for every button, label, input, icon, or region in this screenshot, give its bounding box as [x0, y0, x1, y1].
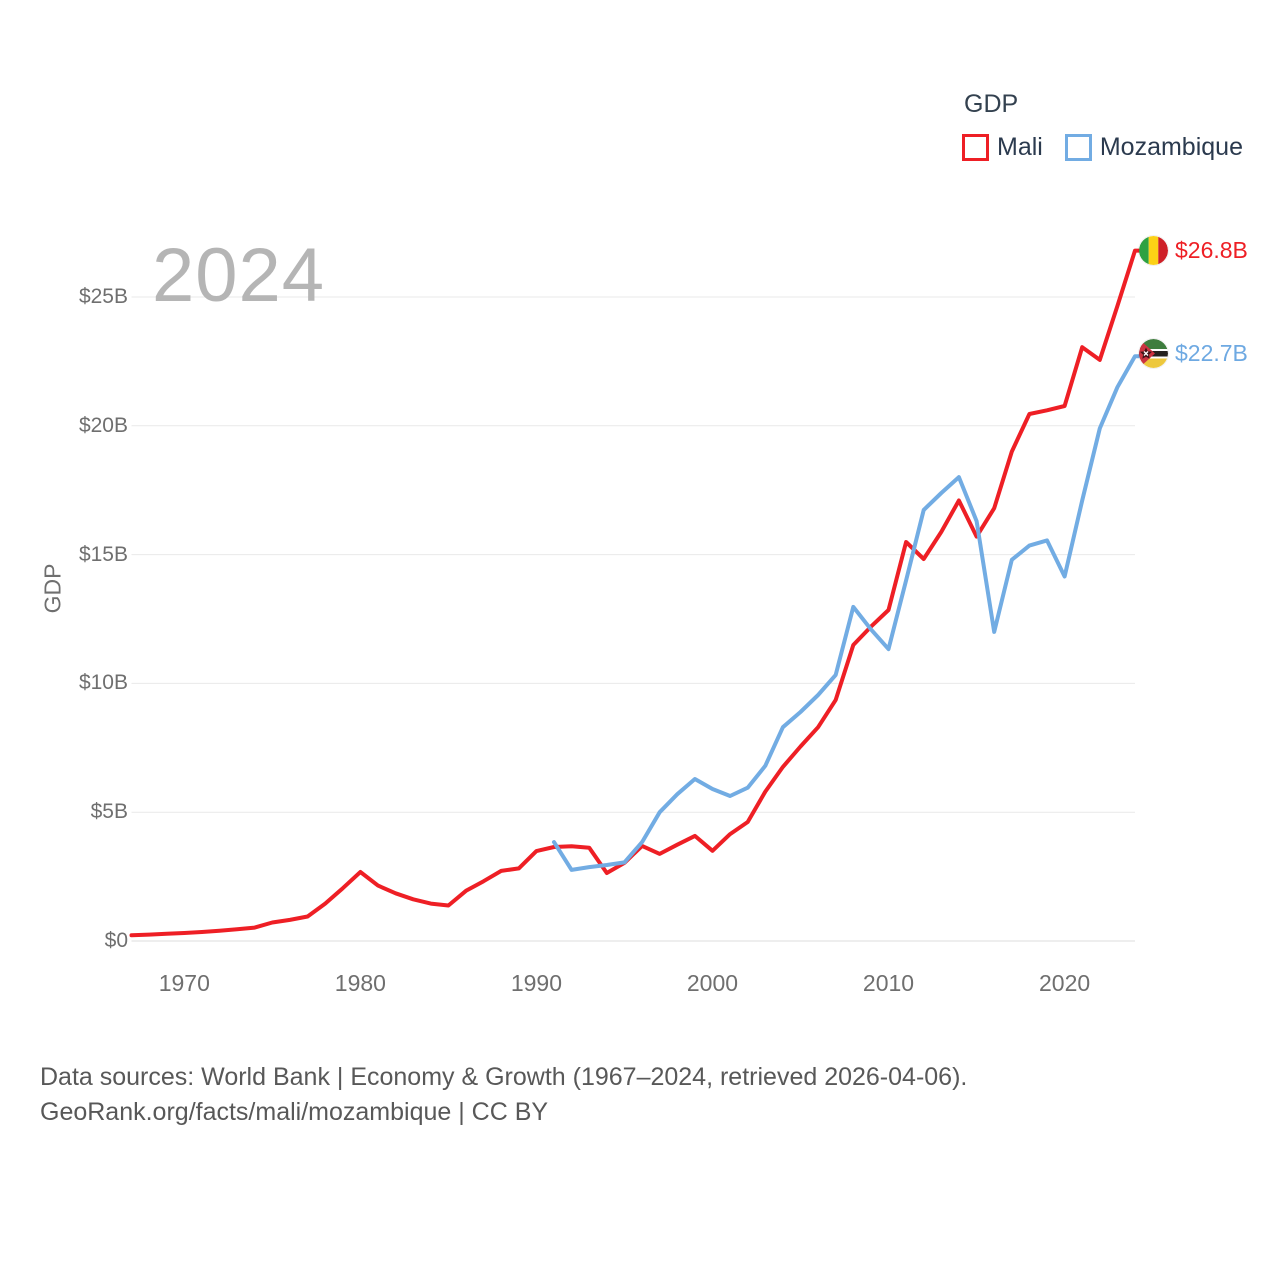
chart-footer: Data sources: World Bank | Economy & Gro… — [40, 1060, 967, 1130]
legend-row: Mali Mozambique — [962, 133, 1265, 162]
legend-title: GDP — [964, 90, 1019, 118]
series-lines — [129, 248, 1145, 938]
legend-label-mali: Mali — [997, 133, 1043, 161]
mali-end-label: $26.8B — [1139, 236, 1248, 265]
y-tick-label: $15B — [78, 542, 128, 566]
gridlines — [131, 296, 1135, 942]
mozambique-swatch-icon — [1064, 134, 1092, 161]
x-tick-label: 2000 — [686, 970, 739, 996]
legend-item-mozambique[interactable]: Mozambique — [1064, 133, 1243, 162]
x-tick-label: 1980 — [334, 970, 386, 996]
mozambique-flag-icon — [1139, 339, 1168, 368]
y-axis-title: GDP — [39, 563, 66, 614]
x-tick-label: 1970 — [158, 970, 210, 996]
mozambique-end-value: $22.7B — [1175, 340, 1248, 366]
y-tick-label: $10B — [78, 671, 128, 695]
mali-swatch-icon — [962, 134, 989, 161]
y-tick-label: $25B — [78, 285, 128, 308]
series-line-mozambique[interactable] — [552, 354, 1145, 872]
x-tick-label: 2010 — [862, 970, 915, 996]
y-tick-label: $20B — [78, 413, 128, 437]
legend: GDP Mali Mozambique — [962, 90, 1265, 162]
y-axis-ticks: $0 $5B $10B $15B $20B $25B — [0, 0, 128, 1280]
legend-item-mali[interactable]: Mali — [962, 133, 1043, 162]
mali-end-value: $26.8B — [1175, 237, 1248, 263]
y-tick-label: $5B — [90, 800, 128, 824]
x-axis-ticks: 1970 1980 1990 2000 2010 2020 — [0, 970, 1280, 1000]
mali-flag-icon — [1139, 236, 1168, 265]
x-tick-label: 1990 — [510, 970, 562, 996]
legend-label-mozambique: Mozambique — [1099, 133, 1243, 161]
mozambique-end-label: $22.7B — [1139, 339, 1248, 368]
series-line-mali[interactable] — [129, 248, 1145, 938]
footer-sources: Data sources: World Bank | Economy & Gro… — [40, 1063, 968, 1091]
y-tick-label: $0 — [104, 929, 128, 952]
x-tick-label: 2020 — [1038, 970, 1091, 996]
year-watermark: 2024 — [152, 233, 325, 318]
footer-attribution: GeoRank.org/facts/mali/mozambique | CC B… — [40, 1098, 549, 1126]
